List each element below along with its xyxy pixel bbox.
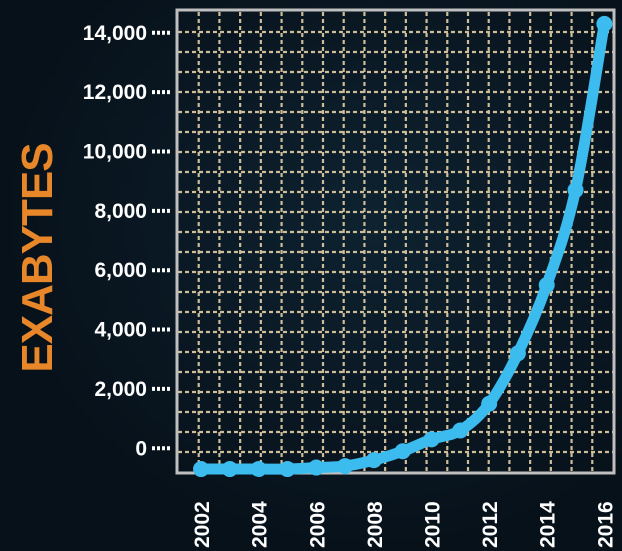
y-tick-label: 10,000 [83,140,147,163]
series-points [193,15,613,478]
x-tick-label: 2008 [364,501,387,548]
x-tick-label: 2014 [537,501,560,548]
data-point [509,345,526,362]
data-point [250,461,267,478]
y-tick-label: 6,000 [94,259,147,282]
y-tick-label: 2,000 [94,378,147,401]
grid [178,12,613,472]
y-tick-label: 0 [135,437,147,460]
data-point [394,443,411,460]
x-tick-label: 2016 [594,501,617,548]
data-point [596,15,613,32]
plot-frame [175,8,616,475]
data-point [337,458,354,475]
data-point [365,452,382,469]
y-tick-labels: 0 2,000 4,000 6,000 8,000 10,000 12,000 14,000 [83,22,170,460]
data-point [193,461,210,478]
data-point [308,459,325,476]
data-point [538,277,555,294]
x-tick-label: 2012 [479,501,502,548]
x-tick-label: 2004 [249,501,272,548]
data-point [481,395,498,412]
y-tick-label: 14,000 [83,22,147,45]
data-point [452,422,469,439]
data-point [423,431,440,448]
x-tick-label: 2002 [191,501,214,548]
data-point [221,461,238,478]
x-tick-labels: 2002 2004 2006 2008 2010 2012 2014 2016 [191,501,617,548]
y-tick-label: 12,000 [83,81,147,104]
data-point [279,461,296,478]
y-tick-label: 8,000 [94,200,147,223]
x-tick-label: 2006 [306,501,329,548]
y-axis-label: EXABYTES [13,143,62,372]
data-point [567,182,584,199]
x-tick-label: 2010 [422,501,445,548]
series-line [195,18,610,475]
y-tick-label: 4,000 [94,319,147,342]
